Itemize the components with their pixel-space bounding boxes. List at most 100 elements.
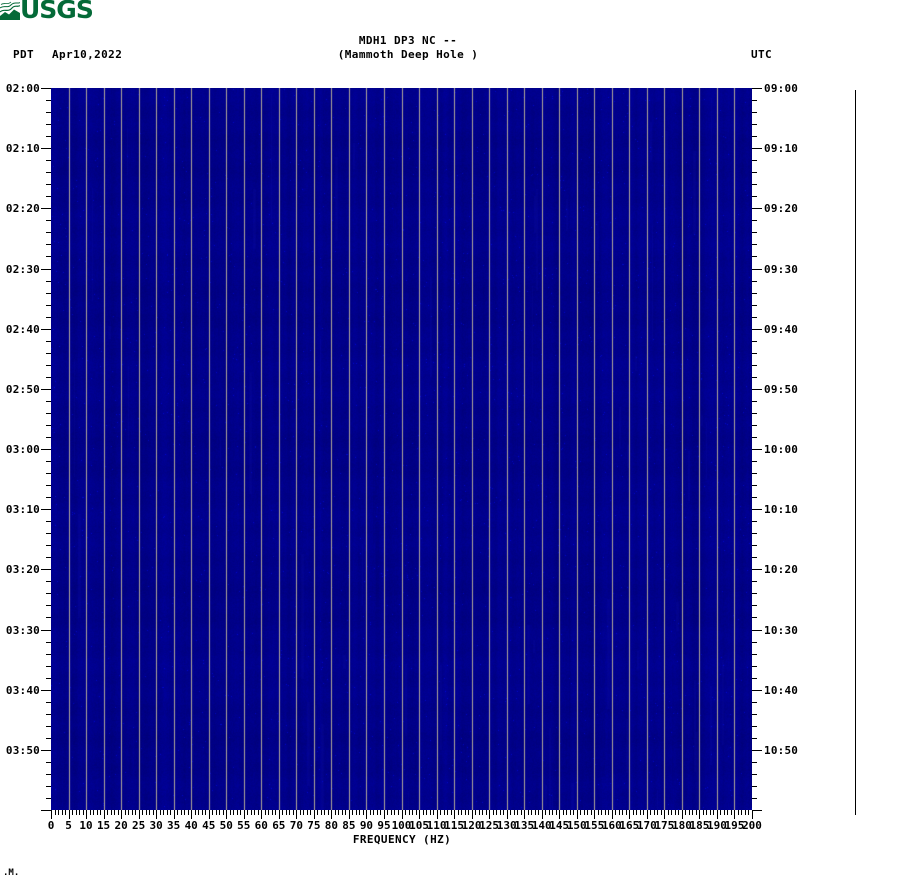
y-tick-minor-right bbox=[752, 557, 757, 559]
x-tick-major bbox=[524, 810, 526, 819]
y-tick-major-left bbox=[41, 810, 51, 811]
x-tick-minor bbox=[177, 810, 179, 815]
y-tick-minor-right bbox=[752, 244, 757, 246]
x-tick-minor bbox=[695, 810, 697, 815]
x-tick-minor bbox=[79, 810, 81, 815]
y-tick-major-left bbox=[41, 689, 51, 691]
x-tick-minor bbox=[639, 810, 641, 815]
y-tick-minor-left bbox=[46, 112, 51, 114]
x-axis-tick-label: 70 bbox=[289, 819, 303, 832]
x-axis-tick-label: 170 bbox=[636, 819, 657, 832]
x-tick-minor bbox=[320, 810, 322, 815]
y-tick-minor-left bbox=[46, 785, 51, 787]
y-tick-minor-right bbox=[752, 641, 757, 643]
y-tick-major-right bbox=[752, 509, 762, 511]
x-tick-minor bbox=[688, 810, 690, 815]
x-tick-minor bbox=[447, 810, 449, 815]
x-tick-major bbox=[454, 810, 456, 819]
x-tick-minor bbox=[573, 810, 575, 815]
y-tick-major-right bbox=[752, 449, 762, 450]
y-tick-minor-right bbox=[752, 340, 757, 342]
y-tick-minor-right bbox=[752, 172, 757, 174]
x-tick-minor bbox=[590, 810, 592, 815]
x-axis-tick-label: 175 bbox=[654, 819, 675, 832]
x-tick-minor bbox=[114, 810, 116, 815]
x-tick-minor bbox=[566, 810, 568, 815]
y-tick-minor-right bbox=[752, 785, 757, 787]
x-tick-minor bbox=[194, 810, 196, 815]
x-tick-minor bbox=[720, 810, 722, 815]
y-tick-minor-right bbox=[752, 713, 757, 715]
x-tick-minor bbox=[163, 810, 165, 815]
x-tick-minor bbox=[124, 810, 126, 815]
x-tick-minor bbox=[369, 810, 371, 815]
x-tick-minor bbox=[450, 810, 452, 815]
x-tick-minor bbox=[513, 810, 515, 815]
y-tick-minor-right bbox=[752, 292, 757, 294]
y-axis-left-tick-label: 03:00 bbox=[5, 443, 40, 456]
x-tick-minor bbox=[334, 810, 336, 815]
y-tick-major-left bbox=[41, 509, 51, 511]
y-tick-major-left bbox=[41, 268, 51, 270]
y-tick-minor-right bbox=[752, 461, 757, 463]
y-axis-right-tick-label: 10:40 bbox=[764, 683, 799, 697]
y-tick-minor-left bbox=[46, 136, 51, 138]
y-axis-right-tick-label: 09:00 bbox=[764, 82, 799, 95]
x-tick-minor bbox=[380, 810, 382, 815]
y-tick-minor-left bbox=[46, 160, 51, 162]
x-tick-major bbox=[51, 810, 52, 819]
y-tick-minor-right bbox=[752, 316, 757, 318]
x-tick-minor bbox=[422, 810, 424, 815]
x-tick-minor bbox=[128, 810, 130, 815]
x-axis-tick-label: 80 bbox=[324, 819, 339, 832]
x-axis bbox=[51, 810, 753, 820]
x-tick-minor bbox=[152, 810, 154, 815]
y-tick-minor-left bbox=[46, 485, 51, 487]
x-tick-minor bbox=[482, 810, 484, 815]
y-tick-minor-right bbox=[752, 653, 757, 655]
x-tick-major bbox=[348, 810, 350, 819]
y-axis-right-tick-label: 10:30 bbox=[764, 623, 799, 637]
x-axis-tick-label: 160 bbox=[601, 819, 622, 832]
x-tick-minor bbox=[748, 810, 750, 815]
x-tick-minor bbox=[496, 810, 498, 815]
y-tick-minor-right bbox=[752, 112, 757, 114]
x-tick-minor bbox=[247, 810, 249, 815]
y-tick-major-left bbox=[41, 88, 51, 89]
x-tick-minor bbox=[327, 810, 329, 815]
x-tick-minor bbox=[604, 810, 606, 815]
y-tick-minor-left bbox=[46, 424, 51, 426]
x-axis-tick-label: 40 bbox=[184, 819, 198, 832]
page-title: MDH1 DP3 NC -- bbox=[358, 34, 458, 47]
x-tick-major bbox=[156, 810, 158, 819]
x-tick-minor bbox=[485, 810, 487, 815]
y-tick-minor-right bbox=[752, 136, 757, 138]
usgs-wordmark: USGS bbox=[20, 0, 94, 24]
x-tick-minor bbox=[275, 810, 277, 815]
y-tick-minor-right bbox=[752, 184, 757, 186]
timezone-right-label: UTC bbox=[751, 48, 773, 61]
x-tick-minor bbox=[145, 810, 147, 815]
x-tick-minor bbox=[303, 810, 305, 815]
x-tick-minor bbox=[744, 810, 746, 815]
x-tick-minor bbox=[187, 810, 189, 815]
x-tick-major bbox=[208, 810, 210, 819]
x-tick-minor bbox=[622, 810, 624, 815]
y-tick-minor-left bbox=[46, 461, 51, 463]
y-axis-right-tick-label: 09:30 bbox=[764, 262, 799, 276]
y-axis-left-tick-label: 02:40 bbox=[5, 322, 40, 336]
y-tick-minor-right bbox=[752, 220, 757, 222]
x-axis-tick-label: 150 bbox=[566, 819, 587, 832]
y-tick-minor-left bbox=[46, 665, 51, 667]
y-tick-minor-right bbox=[752, 797, 757, 799]
x-tick-major bbox=[331, 810, 333, 819]
x-axis-tick-label: 190 bbox=[707, 819, 727, 832]
x-tick-minor bbox=[671, 810, 673, 815]
y-tick-minor-left bbox=[46, 761, 51, 763]
x-axis-tick-label: 115 bbox=[444, 819, 464, 832]
x-tick-major bbox=[419, 810, 421, 819]
footer-mark: .M. bbox=[3, 868, 20, 878]
y-tick-minor-left bbox=[46, 545, 51, 547]
y-axis-left-tick-label: 02:10 bbox=[5, 142, 40, 156]
y-tick-major-right bbox=[752, 88, 762, 89]
